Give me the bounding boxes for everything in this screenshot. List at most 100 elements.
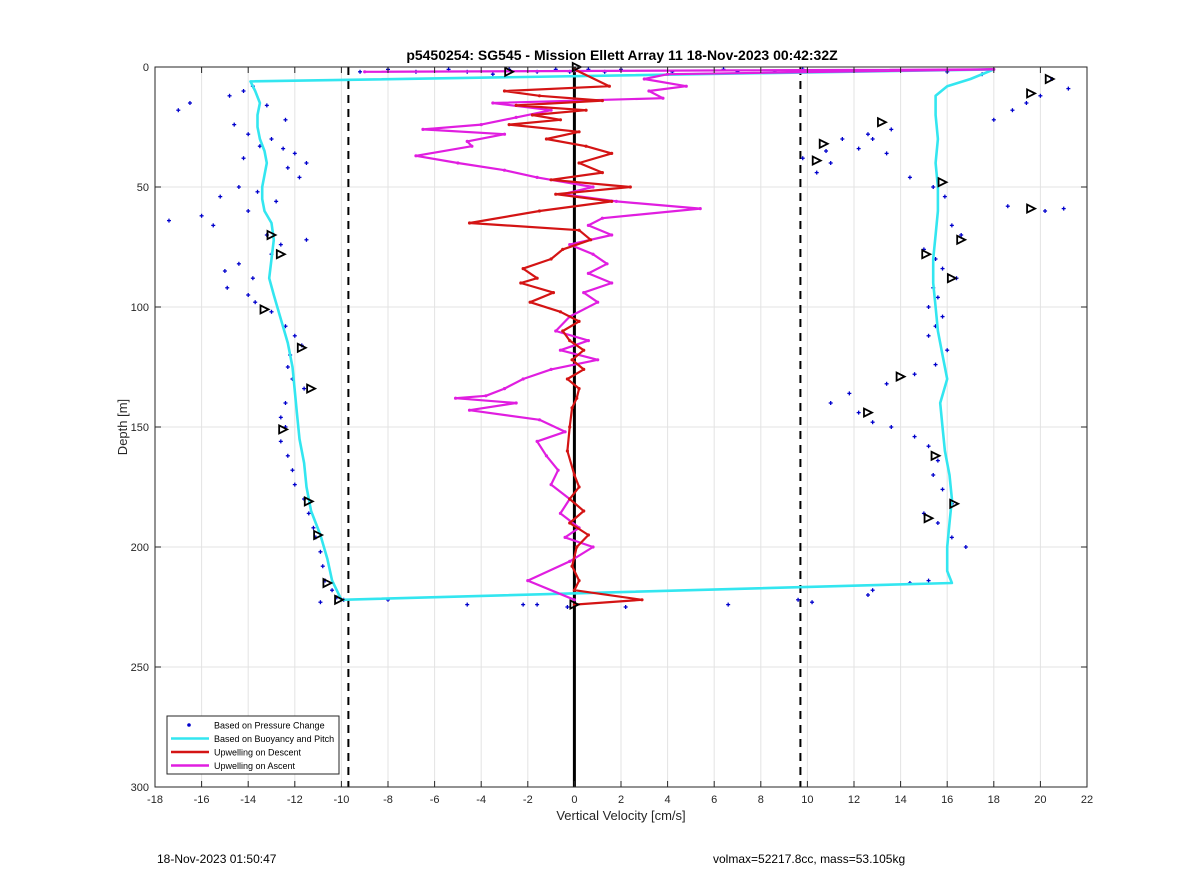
x-tick-label: 14 bbox=[894, 794, 906, 806]
legend-swatch bbox=[187, 723, 191, 727]
upwelling-point bbox=[549, 483, 553, 487]
legend-label: Upwelling on Ascent bbox=[214, 761, 296, 771]
x-tick-label: -16 bbox=[194, 794, 210, 806]
upwelling-point bbox=[421, 127, 425, 131]
upwelling-point bbox=[561, 329, 565, 333]
upwelling-point bbox=[551, 291, 556, 295]
triangle-marker bbox=[1026, 87, 1038, 99]
upwelling-point bbox=[526, 579, 530, 583]
upwelling-point bbox=[530, 113, 535, 117]
x-tick-label: -4 bbox=[476, 794, 486, 806]
triangle-marker bbox=[949, 498, 961, 510]
upwelling-point bbox=[414, 154, 418, 158]
upwelling-point bbox=[577, 387, 581, 391]
grid-lines bbox=[154, 66, 1088, 788]
upwelling-point bbox=[479, 123, 483, 127]
x-tick-label: 2 bbox=[618, 794, 624, 806]
chart-title: p5450254: SG545 - Mission Ellett Array 1… bbox=[406, 47, 838, 63]
upwelling-point bbox=[582, 367, 586, 371]
y-tick-label: 0 bbox=[143, 62, 149, 74]
upwelling-point bbox=[568, 521, 572, 525]
triangle-marker bbox=[921, 248, 933, 260]
upwelling-point bbox=[577, 161, 581, 165]
upwelling-point bbox=[549, 178, 553, 182]
x-tick-label: 18 bbox=[988, 794, 1000, 806]
upwelling-point bbox=[484, 394, 488, 398]
footer-vehicle-info: volmax=52217.8cc, mass=53.105kg bbox=[713, 852, 906, 866]
upwelling-point bbox=[589, 238, 593, 242]
x-tick-label: -12 bbox=[287, 794, 303, 806]
upwelling-point bbox=[642, 77, 646, 81]
upwelling-point bbox=[586, 223, 590, 227]
triangle-marker bbox=[334, 594, 346, 606]
upwelling-point bbox=[575, 545, 579, 549]
x-tick-label: 8 bbox=[758, 794, 764, 806]
upwelling-point bbox=[607, 84, 611, 88]
upwelling-point bbox=[666, 72, 670, 76]
triangle-marker bbox=[895, 371, 907, 383]
upwelling-point bbox=[467, 221, 472, 225]
upwelling-point bbox=[614, 199, 618, 203]
upwelling-point bbox=[572, 598, 577, 602]
upwelling-point bbox=[584, 108, 588, 112]
upwelling-point bbox=[647, 89, 651, 93]
series-upwelling-ascent bbox=[363, 67, 996, 602]
upwelling-point bbox=[558, 310, 563, 314]
upwelling-point bbox=[570, 406, 574, 410]
y-axis-label: Depth [m] bbox=[115, 399, 130, 455]
upwelling-point bbox=[507, 123, 511, 127]
legend-label: Upwelling on Descent bbox=[214, 748, 302, 758]
upwelling-point bbox=[556, 468, 560, 472]
triangle-marker bbox=[930, 450, 942, 462]
triangle-marker bbox=[811, 155, 823, 167]
upwelling-point bbox=[577, 130, 581, 134]
upwelling-point bbox=[591, 545, 595, 549]
upwelling-point bbox=[577, 485, 581, 489]
upwelling-point bbox=[549, 257, 553, 261]
upwelling-point bbox=[610, 281, 614, 285]
y-tick-label: 300 bbox=[131, 782, 149, 794]
data-series bbox=[166, 61, 1071, 611]
x-tick-label: -10 bbox=[333, 794, 349, 806]
upwelling-point bbox=[586, 271, 590, 275]
upwelling-point bbox=[628, 185, 632, 189]
upwelling-point bbox=[521, 267, 525, 271]
x-axis-label: Vertical Velocity [cm/s] bbox=[556, 808, 685, 823]
triangle-marker bbox=[266, 229, 278, 241]
series-triangle-markers bbox=[259, 61, 1056, 611]
triangle-marker bbox=[956, 234, 968, 246]
upwelling-point bbox=[558, 348, 563, 352]
x-tick-label: 10 bbox=[801, 794, 813, 806]
triangle-marker bbox=[1044, 73, 1056, 85]
triangle-marker bbox=[259, 303, 271, 315]
axis-ticks: -18 -16 -14 -12 -10 -8 -6 -4 -2 0 2 4 6 8 10 12 14 16 18 20… bbox=[131, 62, 1093, 806]
upwelling-point bbox=[582, 291, 586, 295]
upwelling-point bbox=[521, 377, 525, 381]
upwelling-point bbox=[572, 588, 577, 592]
upwelling-point bbox=[698, 207, 702, 211]
triangle-marker bbox=[923, 512, 935, 524]
y-tick-label: 250 bbox=[131, 662, 149, 674]
y-tick-label: 50 bbox=[137, 182, 149, 194]
upwelling-point bbox=[528, 300, 532, 304]
x-tick-label: 0 bbox=[571, 794, 577, 806]
upwelling-point bbox=[568, 559, 572, 564]
upwelling-point bbox=[582, 348, 586, 352]
upwelling-point bbox=[558, 511, 563, 515]
upwelling-point bbox=[544, 454, 549, 458]
upwelling-point bbox=[502, 89, 507, 93]
triangle-marker bbox=[863, 407, 874, 419]
upwelling-point bbox=[514, 103, 518, 107]
upwelling-point bbox=[610, 233, 614, 237]
x-tick-label: 22 bbox=[1081, 794, 1093, 806]
upwelling-point bbox=[572, 473, 577, 477]
upwelling-point bbox=[661, 96, 665, 100]
upwelling-point bbox=[502, 168, 507, 172]
upwelling-point bbox=[491, 101, 495, 105]
upwelling-point bbox=[684, 84, 688, 88]
upwelling-point bbox=[582, 509, 586, 513]
upwelling-point bbox=[600, 171, 604, 175]
legend-label: Based on Pressure Change bbox=[214, 721, 325, 731]
legend: Based on Pressure Change Based on Buoyanc… bbox=[166, 715, 340, 775]
